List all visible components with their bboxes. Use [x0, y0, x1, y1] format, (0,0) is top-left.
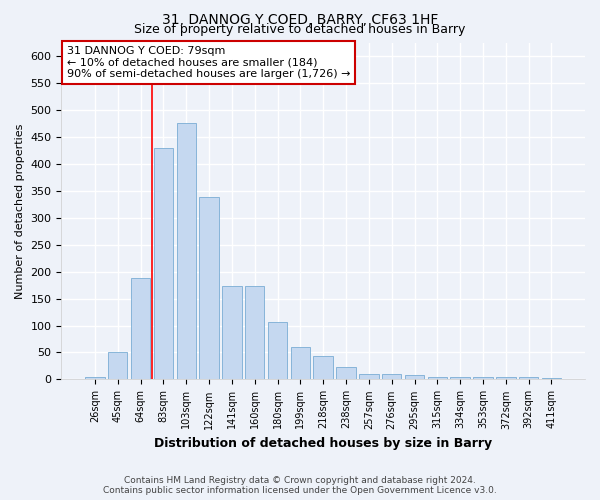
Text: 31, DANNOG Y COED, BARRY, CF63 1HF: 31, DANNOG Y COED, BARRY, CF63 1HF [162, 12, 438, 26]
Y-axis label: Number of detached properties: Number of detached properties [15, 124, 25, 298]
Bar [176, 123, 196, 380]
Bar [245, 286, 265, 380]
Text: Contains HM Land Registry data © Crown copyright and database right 2024.
Contai: Contains HM Land Registry data © Crown c… [103, 476, 497, 495]
Bar [337, 367, 356, 380]
Bar [359, 374, 379, 380]
Text: Size of property relative to detached houses in Barry: Size of property relative to detached ho… [134, 22, 466, 36]
Bar [268, 322, 287, 380]
X-axis label: Distribution of detached houses by size in Barry: Distribution of detached houses by size … [154, 437, 492, 450]
Bar [519, 378, 538, 380]
Bar [154, 148, 173, 380]
Bar [428, 378, 447, 380]
Bar [313, 356, 333, 380]
Bar [405, 375, 424, 380]
Bar [382, 374, 401, 380]
Bar [222, 286, 242, 380]
Bar [473, 378, 493, 380]
Text: 31 DANNOG Y COED: 79sqm
← 10% of detached houses are smaller (184)
90% of semi-d: 31 DANNOG Y COED: 79sqm ← 10% of detache… [67, 46, 350, 79]
Bar [542, 378, 561, 380]
Bar [131, 278, 150, 380]
Bar [108, 352, 127, 380]
Bar [290, 347, 310, 380]
Bar [451, 378, 470, 380]
Bar [199, 197, 219, 380]
Bar [496, 378, 515, 380]
Bar [85, 376, 104, 380]
